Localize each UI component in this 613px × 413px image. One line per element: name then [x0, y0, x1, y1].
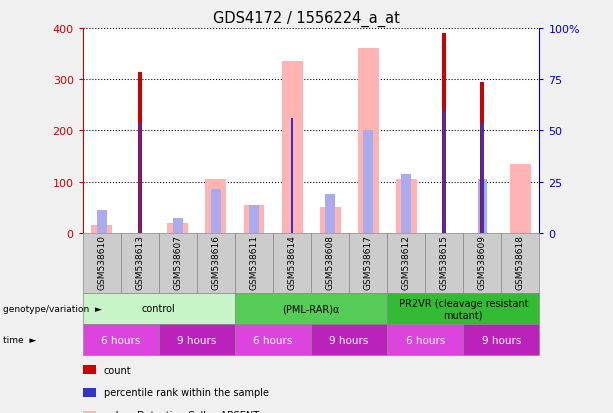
Bar [364, 131, 373, 233]
Bar [326, 195, 335, 233]
Text: 9 hours: 9 hours [177, 335, 216, 345]
Text: GSM538612: GSM538612 [402, 234, 411, 289]
Text: (PML-RAR)α: (PML-RAR)α [283, 304, 340, 314]
Text: GSM538613: GSM538613 [135, 234, 144, 289]
Bar [481, 123, 484, 233]
Text: value, Detection Call = ABSENT: value, Detection Call = ABSENT [104, 410, 259, 413]
Bar [249, 205, 259, 233]
Bar [396, 180, 417, 233]
Bar [173, 218, 183, 233]
Bar [167, 223, 188, 233]
Text: GSM538607: GSM538607 [173, 234, 183, 289]
Bar [443, 111, 446, 233]
Text: GSM538609: GSM538609 [478, 234, 487, 289]
Text: GSM538614: GSM538614 [287, 234, 297, 289]
Bar [91, 225, 112, 233]
Text: count: count [104, 365, 131, 375]
Bar [319, 208, 341, 233]
Bar [443, 34, 446, 233]
Text: genotype/variation  ►: genotype/variation ► [3, 304, 102, 313]
Bar [358, 50, 379, 233]
Text: GSM538618: GSM538618 [516, 234, 525, 289]
Text: 9 hours: 9 hours [329, 335, 369, 345]
Text: 6 hours: 6 hours [101, 335, 140, 345]
Bar [481, 83, 484, 233]
Text: 6 hours: 6 hours [406, 335, 445, 345]
Text: GSM538615: GSM538615 [440, 234, 449, 289]
Bar [478, 180, 487, 233]
Text: time  ►: time ► [3, 335, 36, 344]
Bar [139, 123, 141, 233]
Bar [97, 210, 107, 233]
Bar [243, 205, 264, 233]
Text: GSM538610: GSM538610 [97, 234, 106, 289]
Text: percentile rank within the sample: percentile rank within the sample [104, 387, 268, 397]
Bar [510, 164, 531, 233]
Bar [211, 190, 221, 233]
Text: PR2VR (cleavage resistant
mutant): PR2VR (cleavage resistant mutant) [398, 298, 528, 320]
Text: GDS4172 / 1556224_a_at: GDS4172 / 1556224_a_at [213, 10, 400, 26]
Bar [205, 180, 226, 233]
Text: GSM538616: GSM538616 [211, 234, 221, 289]
Text: GSM538608: GSM538608 [326, 234, 335, 289]
Text: GSM538617: GSM538617 [364, 234, 373, 289]
Text: GSM538611: GSM538611 [249, 234, 259, 289]
Text: 6 hours: 6 hours [253, 335, 293, 345]
Bar [281, 62, 303, 233]
Bar [291, 119, 294, 233]
Bar [402, 175, 411, 233]
Text: control: control [142, 304, 176, 314]
Bar [138, 72, 142, 233]
Text: 9 hours: 9 hours [482, 335, 521, 345]
